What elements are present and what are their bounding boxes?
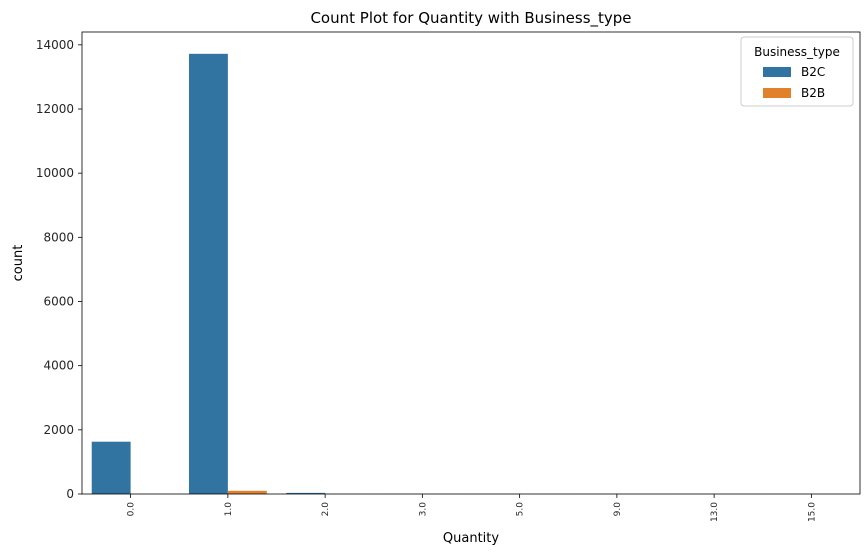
y-tick-label: 10000 — [36, 166, 74, 180]
x-tick-label: 13.0 — [710, 502, 720, 522]
legend-items: B2C B2B — [763, 65, 825, 100]
x-tick-label: 0.0 — [127, 502, 137, 517]
y-tick-label: 12000 — [36, 102, 74, 116]
x-tick-label: 15.0 — [807, 502, 817, 522]
x-axis-ticks: 0.0 1.0 2.0 3.0 5.0 9.0 13.0 15.0 — [127, 494, 817, 522]
plot-frame — [81, 31, 861, 495]
bar-b2c-2.0 — [286, 492, 326, 494]
bars-group — [91, 53, 812, 494]
bar-b2b-1.0 — [227, 490, 267, 494]
legend-label-b2b: B2B — [801, 86, 825, 100]
y-axis-ticks: 0 2000 4000 6000 8000 10000 12000 14000 — [36, 38, 82, 501]
bar-b2c-1.0 — [188, 53, 228, 494]
x-tick-label: 2.0 — [321, 502, 331, 517]
x-axis-label: Quantity — [443, 531, 499, 546]
chart-title: Count Plot for Quantity with Business_ty… — [310, 9, 631, 28]
x-tick-label: 5.0 — [516, 502, 526, 517]
x-tick-label: 3.0 — [418, 502, 428, 517]
y-tick-label: 14000 — [36, 38, 74, 52]
x-tick-label: 9.0 — [613, 502, 623, 517]
y-tick-label: 8000 — [43, 230, 74, 244]
legend: Business_type B2C B2B — [740, 36, 854, 107]
y-tick-label: 6000 — [43, 295, 74, 309]
y-tick-label: 2000 — [43, 423, 74, 437]
x-tick-label: 1.0 — [224, 502, 234, 517]
legend-label-b2c: B2C — [801, 65, 825, 79]
legend-swatch-b2c — [763, 67, 791, 77]
y-tick-label: 4000 — [43, 359, 74, 373]
y-tick-label: 0 — [66, 487, 74, 501]
legend-swatch-b2b — [763, 88, 791, 98]
y-axis-label: count — [11, 245, 26, 282]
legend-title: Business_type — [754, 45, 840, 59]
bar-b2c-0.0 — [91, 441, 131, 494]
